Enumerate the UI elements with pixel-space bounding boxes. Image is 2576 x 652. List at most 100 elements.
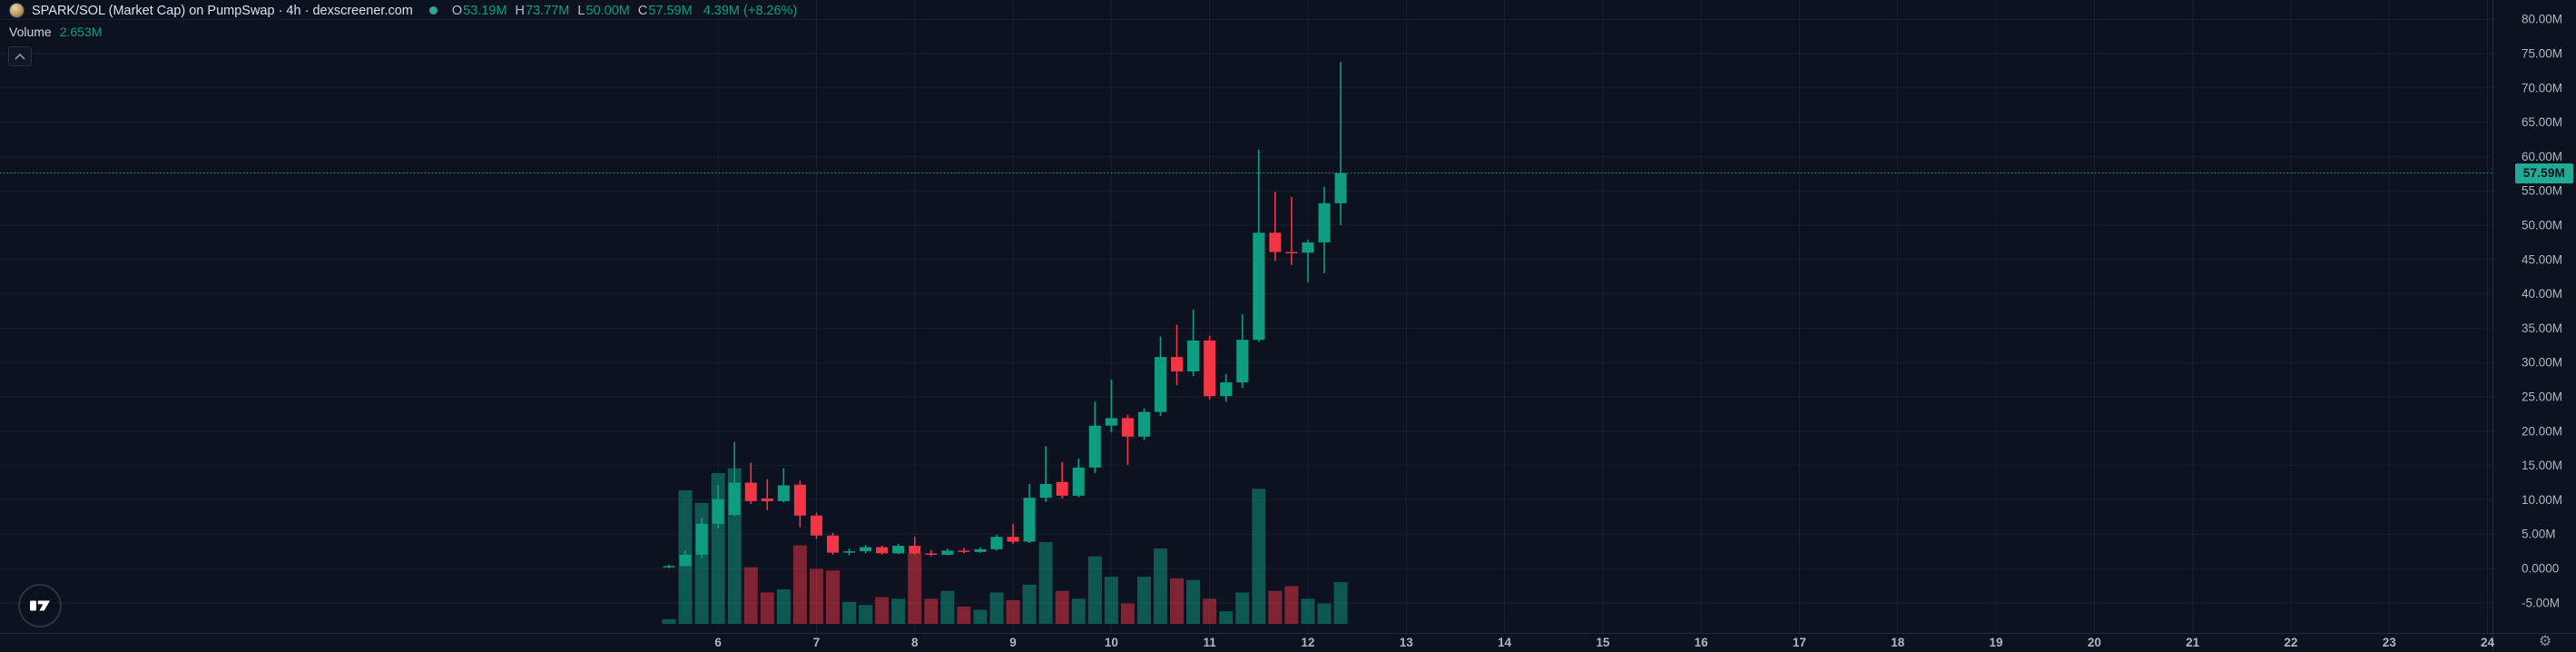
last-price-label: 57.59M (2514, 163, 2573, 183)
price-axis-label: 55.00M (2522, 184, 2562, 198)
volume-bar (760, 592, 774, 624)
candle-body[interactable] (1334, 173, 1347, 203)
candle-body[interactable] (974, 548, 987, 552)
axis-settings-gear-icon[interactable]: ⚙ (2538, 632, 2552, 649)
candle-body[interactable] (1023, 498, 1036, 542)
candle-body[interactable] (1302, 242, 1314, 253)
candle-body[interactable] (1187, 341, 1200, 372)
volume-bar (1038, 542, 1053, 624)
tradingview-mark-icon (30, 600, 50, 611)
open-readout: O53.19M (451, 3, 507, 18)
time-axis-label: 11 (1204, 636, 1217, 649)
time-axis-label: 23 (2383, 636, 2397, 649)
legend-collapse-button[interactable] (8, 46, 32, 66)
candle-body[interactable] (761, 498, 773, 501)
candle-body[interactable] (990, 537, 1003, 549)
low-readout: L50.00M (577, 3, 630, 18)
candle-body[interactable] (777, 485, 790, 501)
candle-body[interactable] (827, 535, 839, 553)
time-axis[interactable] (0, 634, 2576, 652)
tradingview-logo[interactable] (18, 584, 62, 627)
candle-body[interactable] (728, 482, 741, 516)
volume-bar (1006, 600, 1020, 624)
candle-body[interactable] (843, 551, 856, 553)
candle-body[interactable] (1056, 481, 1068, 496)
volume-bar (826, 570, 840, 624)
volume-bar (809, 568, 823, 624)
volume-bar (957, 606, 971, 624)
volume-bar (1087, 556, 1102, 624)
time-axis-label: 10 (1105, 636, 1118, 649)
candle-body[interactable] (958, 550, 970, 552)
candle-body[interactable] (744, 482, 757, 501)
price-axis-label: 70.00M (2522, 81, 2562, 94)
time-axis-label: 22 (2284, 636, 2297, 649)
candle-body[interactable] (1039, 484, 1052, 499)
price-axis-label: -5.00M (2522, 596, 2560, 609)
price-axis-label: 65.00M (2522, 115, 2562, 129)
price-axis-label: 75.00M (2522, 47, 2562, 61)
candle-body[interactable] (1236, 340, 1249, 383)
price-axis-label: 15.00M (2522, 459, 2562, 472)
candle-body[interactable] (793, 484, 806, 516)
price-axis-label: 50.00M (2522, 219, 2562, 232)
volume-bar (792, 545, 807, 624)
candle-body[interactable] (1105, 418, 1117, 426)
candle-body[interactable] (1220, 382, 1233, 397)
candle-body[interactable] (679, 554, 692, 567)
candle-body[interactable] (1318, 203, 1331, 242)
candle-body[interactable] (663, 566, 675, 568)
volume-label: Volume (9, 25, 52, 39)
candle-body[interactable] (1285, 252, 1298, 253)
price-axis-label: 25.00M (2522, 390, 2562, 404)
volume-bar (1055, 590, 1069, 624)
volume-bar (743, 567, 758, 624)
volume-bar (1235, 592, 1250, 624)
price-axis-label: 0.0000 (2522, 562, 2559, 576)
time-axis-label: 17 (1793, 636, 1806, 649)
candle-body[interactable] (876, 547, 889, 554)
candle-body[interactable] (1204, 341, 1216, 397)
price-axis-label: 30.00M (2522, 356, 2562, 370)
candle-body[interactable] (1269, 232, 1282, 252)
price-axis-label: 10.00M (2522, 493, 2562, 507)
candle-body[interactable] (1121, 418, 1134, 437)
price-axis-label: 20.00M (2522, 424, 2562, 438)
price-axis-label: 5.00M (2522, 528, 2556, 541)
price-axis-label: 35.00M (2522, 321, 2562, 335)
volume-bar (1104, 577, 1118, 624)
change-readout: 4.39M (+8.26%) (703, 3, 798, 18)
volume-bar (1252, 489, 1266, 624)
volume-bar (1203, 598, 1217, 624)
candle-body[interactable] (1137, 411, 1150, 437)
candle-body[interactable] (925, 553, 938, 555)
chart-legend: SPARK/SOL (Market Cap) on PumpSwap · 4h … (9, 3, 797, 18)
time-axis-label: 21 (2186, 636, 2200, 649)
candle-body[interactable] (860, 547, 872, 552)
price-axis-label: 80.00M (2522, 13, 2562, 26)
price-axis[interactable] (2493, 0, 2576, 634)
candle-body[interactable] (892, 546, 905, 554)
chevron-up-icon (15, 54, 25, 60)
candle-body[interactable] (1171, 357, 1184, 372)
candle-body[interactable] (695, 523, 708, 555)
candle-body[interactable] (1253, 232, 1265, 341)
volume-bar (940, 590, 955, 624)
time-axis-label: 15 (1596, 636, 1610, 649)
candle-body[interactable] (1088, 425, 1101, 468)
time-axis-label: 12 (1301, 636, 1314, 649)
volume-bar (1219, 611, 1234, 624)
close-readout: C57.59M (637, 3, 693, 18)
candle-body[interactable] (941, 550, 954, 555)
volume-bar (1333, 582, 1348, 624)
volume-bar (891, 598, 906, 624)
time-axis-label: 14 (1498, 636, 1512, 649)
candle-body[interactable] (909, 546, 921, 554)
candle-body[interactable] (810, 515, 822, 536)
candle-body[interactable] (1155, 357, 1166, 412)
candle-body[interactable] (1072, 467, 1085, 496)
candle-body[interactable] (1007, 537, 1019, 542)
candle-body[interactable] (712, 499, 724, 524)
time-axis-label: 6 (714, 636, 722, 649)
